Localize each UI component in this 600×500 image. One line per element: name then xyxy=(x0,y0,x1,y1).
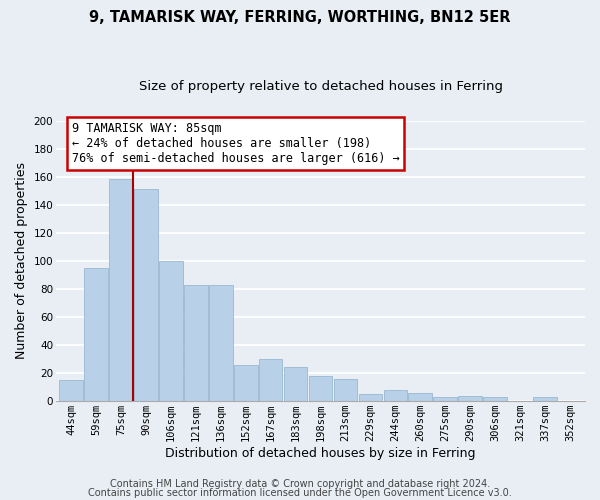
Bar xyxy=(484,397,507,401)
Bar xyxy=(284,368,307,401)
Bar xyxy=(59,380,83,401)
Bar xyxy=(409,392,432,401)
Title: Size of property relative to detached houses in Ferring: Size of property relative to detached ho… xyxy=(139,80,503,93)
Bar xyxy=(259,359,283,401)
Y-axis label: Number of detached properties: Number of detached properties xyxy=(15,162,28,360)
Bar xyxy=(458,396,482,401)
Text: Contains public sector information licensed under the Open Government Licence v3: Contains public sector information licen… xyxy=(88,488,512,498)
Bar xyxy=(234,364,257,401)
Text: 9, TAMARISK WAY, FERRING, WORTHING, BN12 5ER: 9, TAMARISK WAY, FERRING, WORTHING, BN12… xyxy=(89,10,511,25)
Bar xyxy=(209,284,233,401)
Bar xyxy=(159,261,182,401)
Text: 9 TAMARISK WAY: 85sqm
← 24% of detached houses are smaller (198)
76% of semi-det: 9 TAMARISK WAY: 85sqm ← 24% of detached … xyxy=(72,122,400,165)
Bar xyxy=(359,394,382,401)
Bar xyxy=(109,180,133,401)
Bar xyxy=(334,378,358,401)
Bar xyxy=(533,397,557,401)
Bar xyxy=(433,397,457,401)
Bar xyxy=(308,376,332,401)
Bar xyxy=(84,268,108,401)
Bar xyxy=(184,284,208,401)
X-axis label: Distribution of detached houses by size in Ferring: Distribution of detached houses by size … xyxy=(165,447,476,460)
Bar xyxy=(134,190,158,401)
Text: Contains HM Land Registry data © Crown copyright and database right 2024.: Contains HM Land Registry data © Crown c… xyxy=(110,479,490,489)
Bar xyxy=(383,390,407,401)
